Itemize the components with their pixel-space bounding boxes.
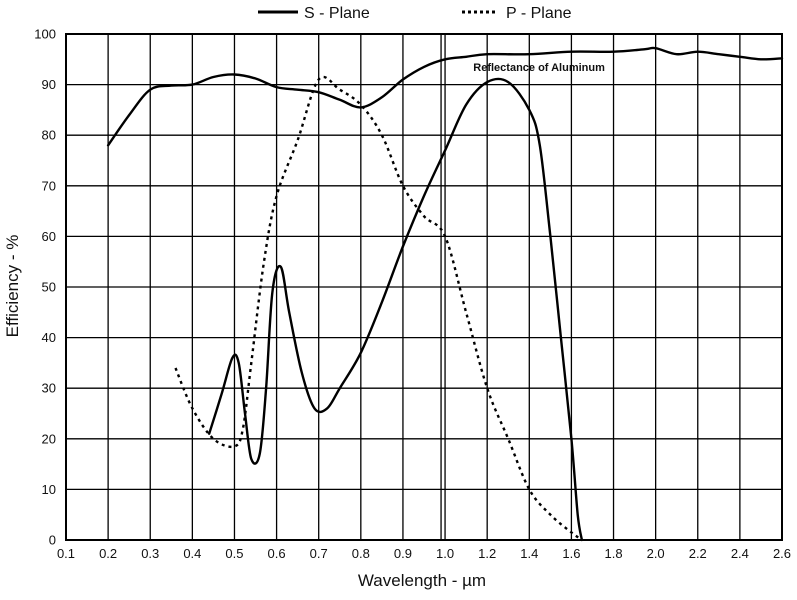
y-tick-label: 30 — [42, 381, 56, 396]
x-axis-label: Wavelength - µm — [358, 571, 486, 590]
y-axis-label: Efficiency - % — [3, 235, 22, 338]
y-tick-label: 100 — [34, 27, 56, 42]
annotation-reflectance-aluminum: Reflectance of Aluminum — [473, 62, 605, 74]
x-tick-label: 1.0 — [436, 546, 454, 561]
x-tick-label: 1.2 — [478, 546, 496, 561]
y-tick-label: 60 — [42, 229, 56, 244]
y-tick-label: 90 — [42, 77, 56, 92]
x-tick-label: 0.7 — [310, 546, 328, 561]
legend-label-p-plane: P - Plane — [506, 5, 572, 22]
series-layer — [106, 46, 784, 542]
x-tick-label: 0.1 — [57, 546, 75, 561]
y-tick-label: 50 — [42, 280, 56, 295]
y-tick-label: 20 — [42, 431, 56, 446]
x-tick-label: 1.4 — [520, 546, 538, 561]
y-tick-label: 0 — [49, 533, 56, 548]
x-tick-label: 0.4 — [183, 546, 201, 561]
x-tick-label: 0.5 — [225, 546, 243, 561]
legend-label-s-plane: S - Plane — [304, 5, 370, 22]
x-tick-label: 1.6 — [562, 546, 580, 561]
y-tick-label: 80 — [42, 128, 56, 143]
x-tick-label: 0.8 — [352, 546, 370, 561]
tick-labels: 0.1 0.2 0.3 0.4 0.5 0.6 0.7 0.8 0.9 1.0 1.2 1.4 1.6 1… — [34, 27, 791, 562]
series-line-p-plane — [174, 75, 583, 541]
y-tick-label: 40 — [42, 330, 56, 345]
series-line-s-plane — [208, 77, 584, 542]
x-tick-label: 0.9 — [394, 546, 412, 561]
x-tick-label: 1.8 — [604, 546, 622, 561]
y-tick-label: 10 — [42, 482, 56, 497]
x-tick-label: 2.6 — [773, 546, 791, 561]
x-tick-label: 2.2 — [689, 546, 707, 561]
series-line-reflectance-of-aluminum — [106, 46, 784, 147]
legend: S - Plane P - Plane — [258, 5, 572, 22]
y-tick-label: 70 — [42, 178, 56, 193]
x-tick-label: 2.4 — [731, 546, 749, 561]
x-tick-label: 2.0 — [647, 546, 665, 561]
grid — [65, 33, 783, 541]
x-tick-label: 0.3 — [141, 546, 159, 561]
x-tick-label: 0.6 — [268, 546, 286, 561]
x-tick-label: 0.2 — [99, 546, 117, 561]
plot-frame — [65, 33, 783, 541]
